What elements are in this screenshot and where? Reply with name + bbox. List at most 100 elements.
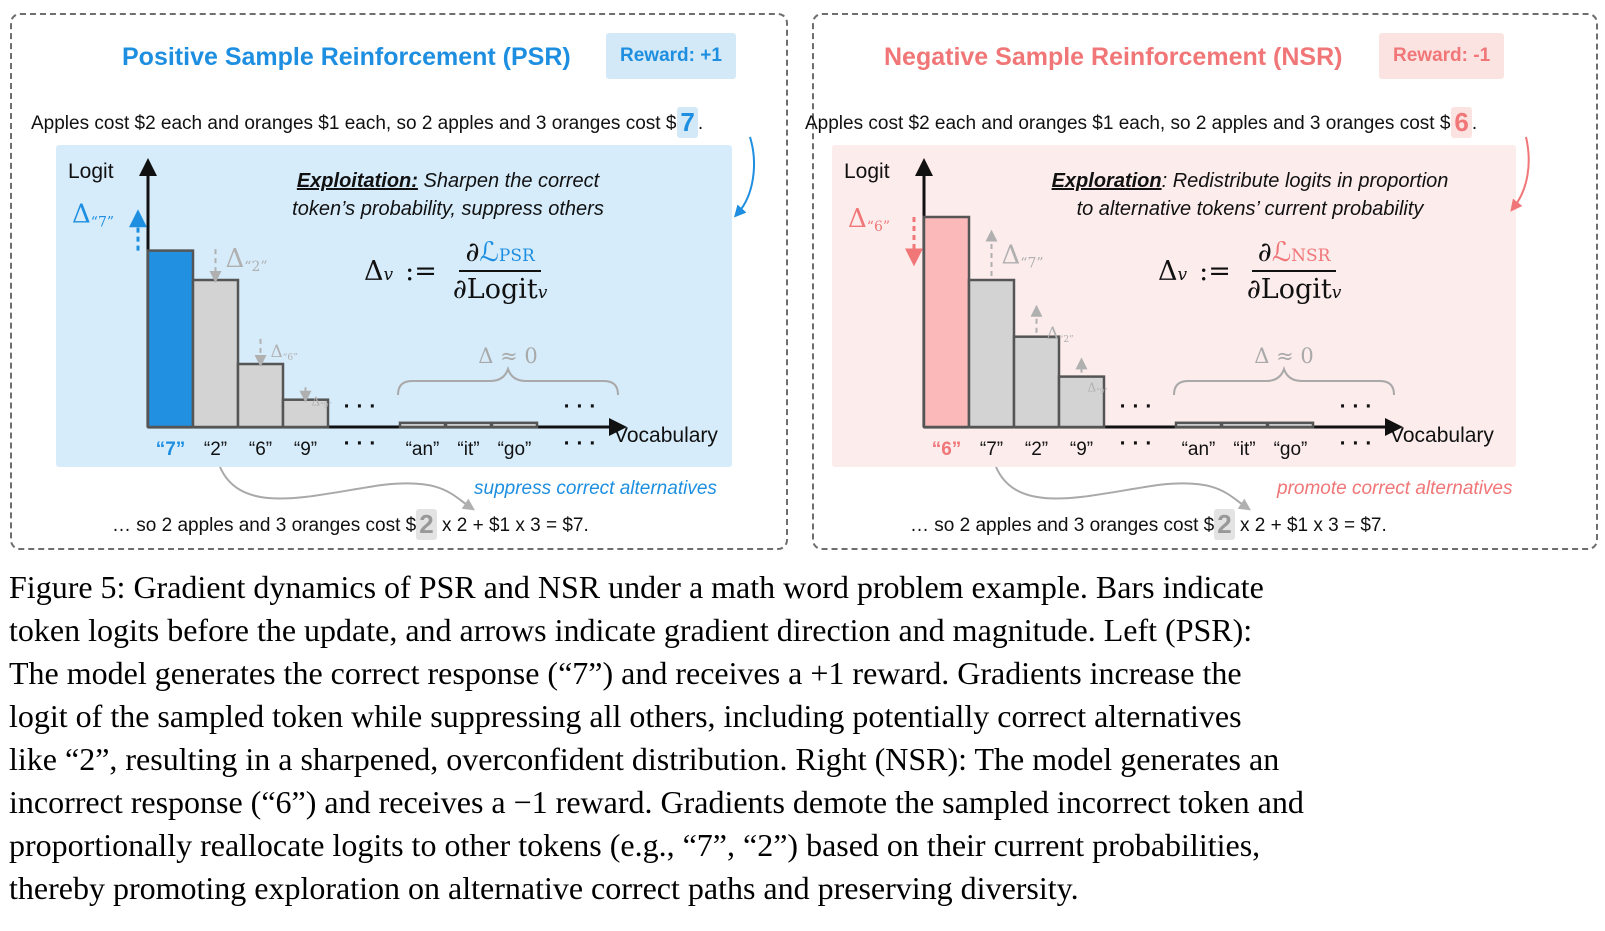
nsr-brace bbox=[1173, 365, 1395, 396]
psr-tick-label: “it” bbox=[457, 439, 479, 460]
nsr-tick-label: “go” bbox=[1274, 439, 1308, 460]
caption-line: like “2”, resulting in a sharpened, over… bbox=[9, 741, 1280, 777]
psr-panel: Positive Sample Reinforcement (PSR) Rewa… bbox=[10, 13, 788, 550]
nsr-prompt-text: Apples cost $2 each and oranges $1 each,… bbox=[805, 113, 1451, 134]
psr-tick-label: “go” bbox=[498, 439, 532, 460]
psr-heading-line2: token’s probability, suppress others bbox=[292, 198, 604, 220]
nsr-formula-assign: := bbox=[1199, 255, 1231, 287]
nsr-tick-label: “2” bbox=[1025, 439, 1048, 460]
nsr-delta-label: Δ“6” bbox=[848, 204, 890, 235]
nsr-continuation: … so 2 apples and 3 oranges cost $2 x 2 … bbox=[910, 509, 1387, 540]
psr-title: Positive Sample Reinforcement (PSR) bbox=[122, 43, 571, 71]
nsr-alternative-arrow bbox=[995, 466, 1251, 511]
psr-ellipsis: · · · bbox=[564, 432, 597, 455]
psr-y-axis-label: Logit bbox=[68, 160, 114, 183]
nsr-ellipsis: · · · bbox=[1340, 432, 1373, 455]
psr-brace bbox=[397, 365, 619, 396]
psr-continuation-token: 2 bbox=[416, 509, 437, 540]
nsr-bar bbox=[1057, 375, 1106, 429]
nsr-delta-label: Δ“7” bbox=[1002, 241, 1044, 272]
psr-formula-assign: := bbox=[405, 255, 437, 287]
psr-alternative-arrow bbox=[219, 466, 475, 511]
psr-bar bbox=[490, 421, 539, 429]
psr-prompt: Apples cost $2 each and oranges $1 each,… bbox=[31, 107, 703, 138]
caption-line: logit of the sampled token while suppres… bbox=[9, 698, 1242, 734]
psr-delta-label: Δ“2” bbox=[226, 244, 268, 275]
psr-bar bbox=[281, 398, 330, 429]
nsr-heading-line2: to alternative tokens’ current probabili… bbox=[1076, 198, 1424, 220]
caption-line: token logits before the update, and arro… bbox=[9, 612, 1253, 648]
psr-heading-keyword: Exploitation: bbox=[296, 170, 418, 192]
caption-line: thereby promoting exploration on alterna… bbox=[9, 870, 1079, 906]
nsr-sampled-token: 6 bbox=[1451, 107, 1472, 138]
nsr-heading-text: : Redistribute logits in proportion bbox=[1161, 170, 1449, 192]
psr-bar bbox=[146, 249, 195, 429]
psr-ellipsis: · · · bbox=[564, 395, 597, 418]
nsr-delta-label: Δ“2” bbox=[1047, 324, 1074, 345]
figure-caption: Figure 5: Gradient dynamics of PSR and N… bbox=[9, 566, 1599, 910]
nsr-title: Negative Sample Reinforcement (NSR) bbox=[884, 43, 1343, 71]
caption-line: The model generates the correct response… bbox=[9, 655, 1242, 691]
nsr-note: promote correct alternatives bbox=[1277, 478, 1513, 499]
psr-bar bbox=[398, 421, 447, 429]
nsr-bar bbox=[1266, 421, 1315, 429]
nsr-x-axis-label: Vocabulary bbox=[1390, 424, 1494, 447]
nsr-tick-label: “6” bbox=[932, 439, 962, 460]
psr-ellipsis: · · · bbox=[344, 432, 377, 455]
nsr-heading: Exploration: Redistribute logits in prop… bbox=[1010, 167, 1490, 223]
nsr-tick-label: “9” bbox=[1070, 439, 1093, 460]
psr-bar-chart: Δ“7” Δ“2” Δ“6” Δ“9” Δ ≈ 0 · · · · · · · · · · · … bbox=[72, 158, 627, 511]
nsr-formula: Δv := ∂ℒNSR ∂Logitv bbox=[1158, 237, 1347, 305]
psr-heading: Exploitation: Sharpen the correct token’… bbox=[268, 167, 628, 223]
nsr-prompt-period: . bbox=[1471, 113, 1478, 134]
nsr-delta-label: Δ“9” bbox=[1088, 380, 1109, 395]
nsr-ellipsis: · · · bbox=[1340, 395, 1373, 418]
nsr-tick-label: “it” bbox=[1233, 439, 1255, 460]
caption-line: Figure 5: Gradient dynamics of PSR and N… bbox=[9, 569, 1264, 605]
psr-token-arrow-path bbox=[734, 136, 755, 218]
nsr-formula-lhs: Δv bbox=[1158, 255, 1188, 287]
nsr-continuation-token: 2 bbox=[1214, 509, 1235, 540]
psr-sampled-token: 7 bbox=[677, 107, 698, 138]
psr-delta-label: Δ“9” bbox=[312, 394, 333, 409]
psr-note: suppress correct alternatives bbox=[474, 478, 717, 499]
caption-line: proportionally reallocate logits to othe… bbox=[9, 827, 1261, 863]
nsr-approx-label: Δ ≈ 0 bbox=[1254, 344, 1313, 368]
psr-delta-label: Δ“6” bbox=[271, 342, 298, 363]
nsr-bar bbox=[1220, 421, 1269, 429]
psr-continuation: … so 2 apples and 3 oranges cost $2 x 2 … bbox=[112, 509, 589, 540]
psr-prompt-text: Apples cost $2 each and oranges $1 each,… bbox=[31, 113, 677, 134]
nsr-prompt: Apples cost $2 each and oranges $1 each,… bbox=[805, 107, 1477, 138]
nsr-ellipsis: · · · bbox=[1120, 432, 1153, 455]
psr-heading-text: Sharpen the correct bbox=[417, 170, 600, 192]
nsr-ellipsis: · · · bbox=[1120, 395, 1153, 418]
nsr-bar bbox=[922, 215, 971, 429]
psr-bar bbox=[191, 278, 240, 429]
psr-formula-lhs: Δv bbox=[364, 255, 394, 287]
nsr-formula-fraction: ∂ℒNSR ∂Logitv bbox=[1246, 237, 1342, 305]
nsr-tick-label: “7” bbox=[980, 439, 1003, 460]
psr-prompt-period: . bbox=[697, 113, 704, 134]
psr-token-arrow bbox=[734, 136, 755, 218]
psr-tick-label: “7” bbox=[156, 439, 186, 460]
caption-line: incorrect response (“6”) and receives a … bbox=[9, 784, 1304, 820]
psr-tick-label: “9” bbox=[294, 439, 317, 460]
nsr-bar bbox=[1174, 421, 1223, 429]
psr-approx-label: Δ ≈ 0 bbox=[478, 344, 537, 368]
psr-tick-label: “6” bbox=[249, 439, 272, 460]
nsr-bar-chart: Δ“6” Δ“7” Δ“2” Δ“9” Δ ≈ 0 · · · · · · · · · · · … bbox=[848, 158, 1403, 511]
nsr-panel: Negative Sample Reinforcement (NSR) Rewa… bbox=[805, 13, 1598, 550]
nsr-token-arrow bbox=[1510, 136, 1530, 212]
psr-formula-fraction: ∂ℒPSR ∂Logitv bbox=[452, 237, 548, 305]
psr-x-axis-label: Vocabulary bbox=[614, 424, 718, 447]
nsr-bar bbox=[1012, 335, 1061, 429]
nsr-token-arrow-path bbox=[1510, 136, 1530, 212]
psr-reward-badge: Reward: +1 bbox=[606, 33, 736, 79]
psr-ellipsis: · · · bbox=[344, 395, 377, 418]
nsr-tick-label: “an” bbox=[1182, 439, 1216, 460]
psr-tick-label: “an” bbox=[406, 439, 440, 460]
psr-delta-label: Δ“7” bbox=[72, 200, 114, 231]
nsr-y-axis-label: Logit bbox=[844, 160, 890, 183]
nsr-heading-keyword: Exploration bbox=[1051, 170, 1162, 192]
psr-bar bbox=[236, 362, 285, 429]
